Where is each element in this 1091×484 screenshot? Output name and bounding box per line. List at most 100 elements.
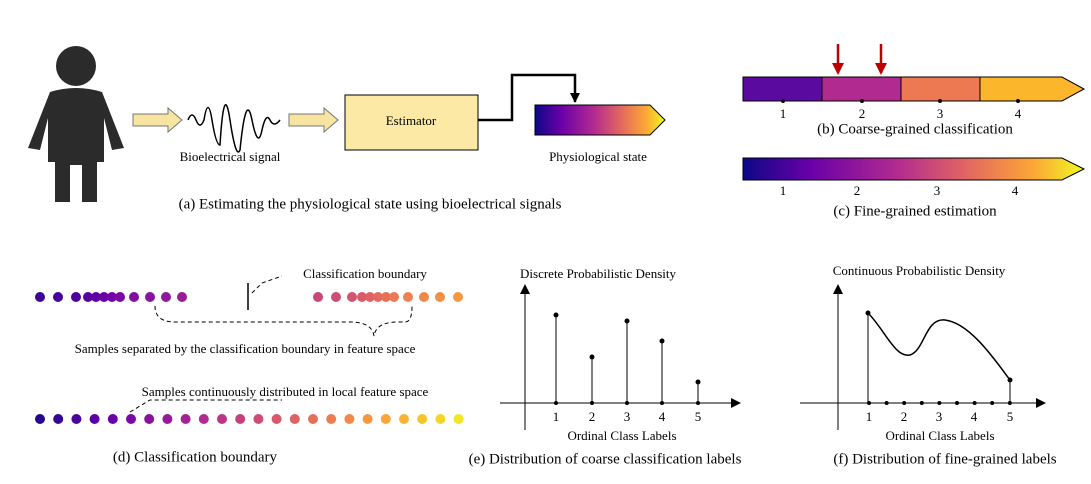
block-arrow [132, 106, 183, 134]
leader [129, 399, 282, 413]
tick-label: 4 [971, 409, 978, 424]
stem-dot [553, 312, 559, 318]
tick-label: 2 [859, 106, 866, 121]
tick-dot [1007, 401, 1012, 405]
tick-dot [884, 401, 889, 405]
caption: (e) Distribution of coarse classificatio… [469, 451, 742, 467]
segment [822, 77, 901, 101]
signal-label: Bioelectrical signal [180, 149, 281, 164]
sample-dot [373, 292, 383, 302]
sample-dot [453, 414, 464, 424]
y-title: Discrete Probabilistic Density [520, 266, 676, 281]
signal-wave [187, 104, 281, 153]
sample-dot [271, 414, 282, 424]
tick-label: 3 [936, 409, 943, 424]
sample-dot [417, 414, 428, 424]
sample-dot [217, 414, 227, 424]
sample-dot [435, 414, 446, 424]
segment [901, 77, 980, 101]
stem-dot [659, 338, 665, 344]
x-title: Ordinal Class Labels [885, 428, 994, 443]
caption: (d) Classification boundary [113, 449, 278, 465]
sample-dot [380, 414, 391, 424]
tick-label: 1 [866, 409, 873, 424]
sample-dot [347, 292, 357, 302]
sample-dot [71, 292, 81, 302]
tick-dot [902, 401, 907, 405]
sample-dot [331, 292, 341, 302]
tick-dot [867, 401, 871, 405]
estimator-label: Estimator [386, 113, 437, 128]
x-title: Ordinal Class Labels [567, 428, 676, 443]
sample-dot [253, 414, 264, 424]
tick-dot [660, 401, 664, 405]
boundary-label: Classification boundary [303, 266, 427, 281]
tick-label: 3 [934, 183, 941, 198]
sample-dot [344, 414, 355, 424]
tick-dot [860, 99, 864, 103]
sample-dot [107, 414, 118, 424]
sample-dot [89, 414, 100, 424]
tick-dot [938, 99, 942, 103]
sample-dot [177, 292, 187, 302]
tick-dot [990, 401, 995, 405]
sample-dot [129, 292, 139, 302]
brace [154, 305, 413, 337]
tick-dot [955, 401, 959, 405]
tick-label: 1 [780, 106, 787, 121]
stem-dot [865, 310, 871, 316]
gradient-bar [742, 157, 1086, 181]
sample-dot [53, 292, 63, 302]
sample-dot [145, 292, 155, 302]
sample-dot [35, 414, 45, 424]
stem-dot [695, 379, 701, 385]
sample-dot [71, 414, 82, 424]
sample-dot [399, 414, 409, 424]
leader [251, 275, 283, 294]
sample-dot [144, 414, 155, 424]
sample-dot [99, 292, 109, 302]
segment [980, 77, 1084, 101]
estimator-box [344, 94, 479, 151]
sample-dot [435, 292, 445, 302]
tick-label: 4 [659, 409, 666, 424]
tick-dot [696, 401, 700, 405]
tick-label: 4 [1012, 183, 1019, 198]
sample-dot [453, 292, 463, 302]
sample-dot [365, 292, 375, 302]
sample-dot [403, 292, 413, 302]
sample-dot [53, 414, 64, 424]
tick-label: 1 [553, 409, 560, 424]
tick-label: 4 [1015, 106, 1022, 121]
tick-dot [919, 401, 924, 405]
tick-dot [554, 401, 558, 405]
caption: (a) Estimating the physiological state u… [179, 196, 562, 212]
sample-dot [115, 292, 125, 302]
sample-dot [91, 292, 101, 302]
tick-label: 3 [624, 409, 631, 424]
sample-dot [162, 414, 173, 424]
sample-dot [381, 292, 391, 302]
tick-dot [972, 401, 977, 405]
sample-dot [35, 292, 45, 302]
separated-label: Samples separated by the classification … [75, 341, 416, 356]
state-label: Physiological state [549, 149, 647, 164]
person-icon [28, 46, 124, 202]
sample-dot [419, 292, 429, 302]
tick-dot [590, 401, 594, 405]
sample-dot [313, 292, 323, 302]
sample-dot [389, 292, 399, 302]
stem-dot [589, 354, 595, 360]
continuous-label: Samples continuously distributed in loca… [142, 384, 429, 399]
sample-dot [161, 292, 171, 302]
tick-dot [625, 401, 629, 405]
sample-dot [198, 414, 209, 424]
density-curve [867, 312, 1011, 381]
tick-dot [781, 99, 785, 103]
tick-label: 5 [1007, 409, 1014, 424]
sample-dot [180, 414, 191, 424]
y-title: Continuous Probabilistic Density [833, 263, 1006, 278]
tick-label: 2 [901, 409, 908, 424]
stem-dot [624, 318, 630, 324]
